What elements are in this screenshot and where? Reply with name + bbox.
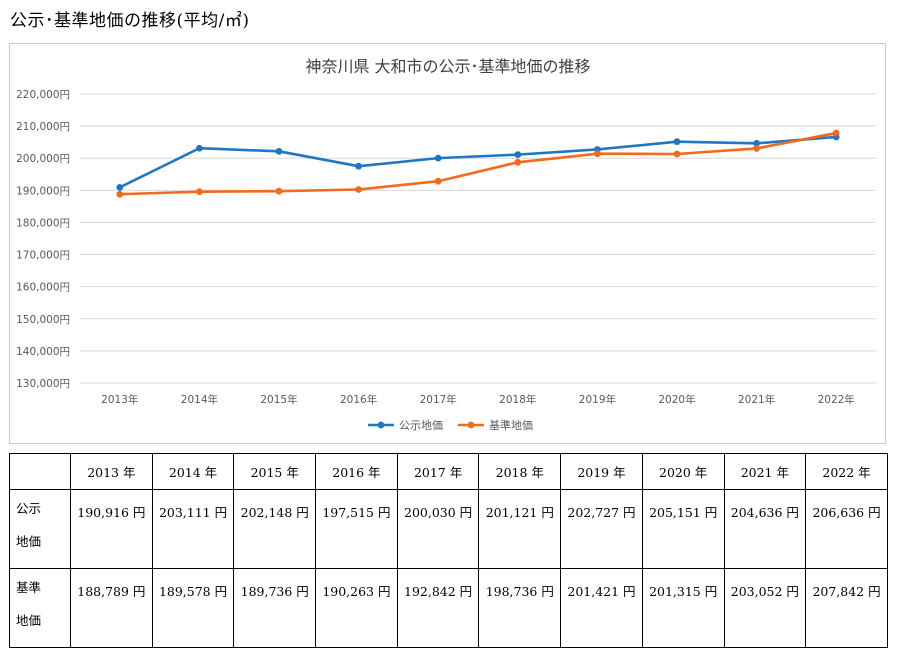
table-header-cell: 2022 年 [805, 453, 888, 490]
x-tick-label: 2017年 [420, 393, 457, 406]
data-point [832, 129, 840, 137]
data-point [275, 187, 283, 195]
table-header-cell: 2018 年 [478, 453, 562, 490]
y-tick-label: 200,000円 [16, 153, 70, 165]
gridlines [80, 93, 876, 384]
data-point [753, 145, 760, 152]
x-tick-label: 2022年 [818, 393, 855, 406]
y-tick-label: 210,000円 [16, 121, 70, 133]
data-point [116, 190, 124, 198]
table-header-cell: 2014 年 [151, 453, 235, 490]
table-cell: 201,121 円 [478, 489, 562, 569]
x-tick-label: 2018年 [499, 393, 536, 406]
page-heading: 公示･基準地価の推移(平均/㎡) [10, 11, 250, 31]
y-tick-label: 130,000円 [16, 378, 70, 390]
table-cell: 207,842 円 [805, 568, 888, 648]
x-tick-label: 2016年 [340, 393, 377, 406]
table-row-standard-price: 基準 地価 188,789 円 189,578 円 189,736 円 190,… [9, 568, 888, 648]
y-axis-ticks: 130,000円 140,000円 150,000円 160,000円 170,000円… [16, 89, 70, 390]
table-header-cell: 2015 年 [233, 453, 317, 490]
series-2 [116, 129, 840, 198]
line-chart: 神奈川県 大和市の公示･基準地価の推移 130,000円 140,000円 150,… [16, 57, 876, 432]
row-label: 公示 地価 [9, 489, 71, 569]
x-tick-label: 2020年 [658, 393, 695, 406]
data-point [514, 151, 522, 159]
table-header-cell: 2017 年 [396, 453, 480, 490]
table-cell: 188,789 円 [70, 568, 153, 648]
table-header-cell: 2013 年 [70, 453, 153, 490]
data-point [116, 183, 124, 191]
table-cell: 189,578 円 [151, 568, 235, 648]
row-label: 基準 地価 [9, 568, 71, 648]
data-point [594, 150, 601, 158]
x-tick-label: 2013年 [101, 393, 138, 406]
data-point [753, 139, 760, 147]
series-line [119, 135, 837, 189]
series-line [119, 131, 837, 196]
row-label-line: 公示 [16, 501, 42, 516]
table-cell: 204,636 円 [723, 489, 807, 569]
x-tick-label: 2015年 [260, 393, 297, 406]
row-label-line: 地価 [16, 534, 42, 549]
x-tick-label: 2019年 [579, 393, 616, 406]
table-header-row: 2013 年 2014 年 2015 年 2016 年 2017 年 2018 … [9, 453, 888, 490]
table-cell: 202,148 円 [233, 489, 317, 569]
table-header-cell: 2019 年 [560, 453, 643, 490]
table-cell: 200,030 円 [396, 489, 480, 569]
y-tick-label: 170,000円 [16, 250, 70, 262]
data-point [196, 188, 203, 196]
chart-title: 神奈川県 大和市の公示･基準地価の推移 [305, 57, 590, 76]
table-cell: 202,727 円 [560, 489, 643, 569]
legend: 公示地価 基準地価 [368, 418, 533, 432]
y-tick-label: 180,000円 [16, 217, 70, 229]
table-cell: 206,636 円 [805, 489, 888, 569]
table-row-public-price: 公示 地価 190,916 円 203,111 円 202,148 円 197,… [9, 489, 888, 569]
y-tick-label: 150,000円 [16, 314, 70, 326]
data-point [275, 147, 283, 155]
data-point [355, 162, 362, 170]
table-cell: 201,315 円 [641, 568, 725, 648]
table-cell: 197,515 円 [315, 489, 398, 569]
table-cell: 190,916 円 [70, 489, 153, 569]
y-tick-label: 220,000円 [16, 89, 70, 101]
x-tick-label: 2014年 [181, 393, 218, 406]
y-tick-label: 190,000円 [16, 185, 70, 197]
data-point [514, 158, 522, 166]
table-cell: 190,263 円 [315, 568, 398, 648]
data-point [434, 154, 442, 162]
x-tick-label: 2021年 [738, 393, 775, 406]
series-lines [116, 129, 840, 198]
legend-marker [467, 421, 475, 429]
row-label-line: 基準 [16, 580, 42, 595]
table-cell: 198,736 円 [478, 568, 562, 648]
data-table: 2013 年 2014 年 2015 年 2016 年 2017 年 2018 … [9, 453, 888, 648]
table-cell: 203,111 円 [151, 489, 235, 569]
table-cell: 189,736 円 [233, 568, 317, 648]
y-tick-label: 160,000円 [16, 282, 70, 294]
legend-marker [377, 421, 385, 429]
table-header-cell [9, 453, 71, 490]
data-point [673, 150, 681, 158]
table-header-cell: 2021 年 [723, 453, 807, 490]
data-point [673, 138, 681, 146]
data-point [434, 177, 442, 185]
table-header-cell: 2016 年 [315, 453, 398, 490]
data-point [196, 144, 203, 152]
row-label-line: 地価 [16, 613, 42, 628]
table-cell: 203,052 円 [723, 568, 807, 648]
y-tick-label: 140,000円 [16, 346, 70, 358]
data-point [355, 186, 362, 193]
table-cell: 192,842 円 [396, 568, 480, 648]
legend-label: 基準地価 [489, 418, 533, 432]
table-cell: 201,421 円 [560, 568, 643, 648]
x-axis-ticks: 2013年 2014年 2015年 2016年 2017年 2018年 2019年 2020年… [101, 393, 855, 406]
series-1 [116, 133, 840, 191]
legend-label: 公示地価 [399, 419, 443, 432]
table-cell: 205,151 円 [641, 489, 725, 569]
table-header-cell: 2020 年 [641, 453, 725, 490]
chart-container: 神奈川県 大和市の公示･基準地価の推移 130,000円 140,000円 150,… [9, 43, 886, 444]
